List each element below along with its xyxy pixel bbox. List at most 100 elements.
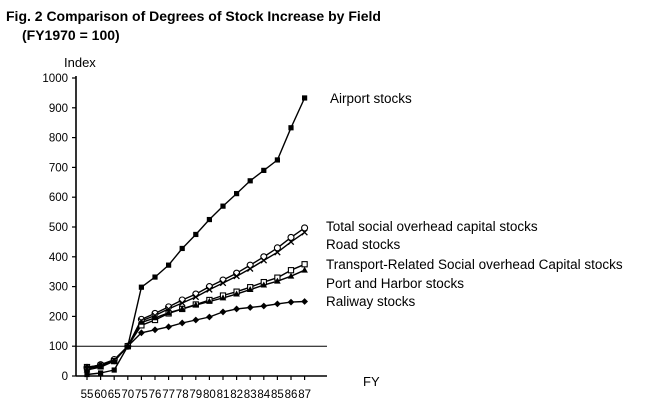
data-point [83,363,91,371]
data-point [301,266,308,273]
data-point [233,272,240,280]
data-point [233,305,240,313]
data-point [247,178,253,184]
data-point [301,261,308,268]
data-point [192,293,200,301]
y-tick-label: 400 [49,252,68,264]
x-tick-label: 81 [217,389,230,401]
series-line-road-stocks [86,231,306,370]
y-tick-label: 0 [62,371,68,383]
data-point [178,319,186,327]
data-point [165,323,172,331]
data-point [151,326,159,334]
x-tick-label: 85 [271,389,284,401]
data-point [97,362,104,369]
data-point [178,299,186,307]
data-point [261,167,267,173]
data-point [179,245,185,252]
data-point [260,302,268,310]
x-tick-label: 86 [285,389,298,401]
series-label-raliway-stocks: Raliway stocks [326,294,416,309]
data-point [274,300,281,308]
data-point [287,233,295,241]
x-axis-label: FY [363,374,380,389]
series-label-road-stocks: Road stocks [326,237,401,252]
y-tick-label: 600 [49,192,68,204]
x-tick-label: 65 [108,389,121,401]
data-point [193,231,199,238]
data-point [111,367,117,373]
x-tick-label: 75 [135,389,148,401]
data-point [219,279,227,287]
data-point [287,298,295,306]
data-point [301,224,309,232]
data-point [98,370,104,376]
data-point [165,309,172,316]
data-point [301,298,308,305]
y-tick-label: 700 [49,162,68,174]
data-point [192,316,200,324]
data-point [206,297,213,304]
x-axis-ticks: 55 60 65 70 75 76 77 78 79 80 81 82 83 84 85 86 87 [81,376,311,401]
y-tick-label: 800 [49,133,68,145]
data-point [124,342,132,350]
data-point [260,281,268,288]
series-line-raliway-stocks [86,300,305,368]
data-point [138,318,145,325]
data-point [110,357,118,365]
series-labels: Airport stocks Total social overhead capi… [326,91,623,309]
data-point [274,157,280,163]
x-tick-label: 87 [298,389,311,401]
series-label-transport-related-social-overhead-capital-stocks: Transport-Related Social overhead Capita… [326,257,623,272]
data-point [138,329,145,337]
series-label-total-social-overhead-capital-stocks: Total social overhead capital stocks [326,219,538,234]
data-point [192,301,200,308]
data-point [287,272,295,279]
y-tick-label: 200 [49,311,68,323]
x-tick-label: 82 [230,389,243,401]
y-tick-label: 100 [49,341,68,353]
data-point [246,285,254,292]
x-tick-label: 79 [189,389,202,401]
data-point [151,314,159,321]
data-point [178,305,186,312]
series-label-port-and-harbor-stocks: Port and Harbor stocks [326,276,464,291]
data-point [287,238,295,246]
y-tick-label: 500 [49,222,68,234]
series-line-transport-related-social-overhead-capital-stocks [86,263,305,368]
x-tick-label: 76 [149,389,162,401]
x-tick-label: 55 [81,389,94,401]
data-point [301,229,308,236]
data-point [206,286,213,293]
series-label-airport-stocks: Airport stocks [330,91,412,106]
data-point [233,290,240,297]
chart-title: Fig. 2 Comparison of Degrees of Stock In… [6,8,381,24]
data-point [274,277,281,284]
data-point [246,304,254,311]
data-point [219,294,227,301]
y-axis-label: Index [64,55,96,70]
data-point [274,249,281,256]
data-point [246,265,254,272]
data-point [288,125,294,131]
x-tick-label: 78 [176,389,189,401]
x-tick-label: 77 [162,389,175,401]
data-point [260,257,268,264]
chart-subtitle: (FY1970 = 100) [22,27,120,43]
x-tick-label: 60 [94,389,107,401]
data-point [138,284,144,290]
data-point [206,313,213,321]
series-markers [83,95,309,378]
x-tick-label: 70 [121,389,134,401]
y-axis-ticks: 0 100 200 300 400 500 600 700 800 900 1000 [42,73,76,383]
y-tick-label: 900 [49,103,68,115]
data-point [302,95,308,101]
y-tick-label: 1000 [42,73,68,85]
data-point [219,308,227,316]
data-point [166,262,172,268]
data-point [84,371,90,378]
data-point [234,191,240,197]
data-point [206,216,212,223]
data-point [273,244,281,252]
data-point [287,267,295,274]
